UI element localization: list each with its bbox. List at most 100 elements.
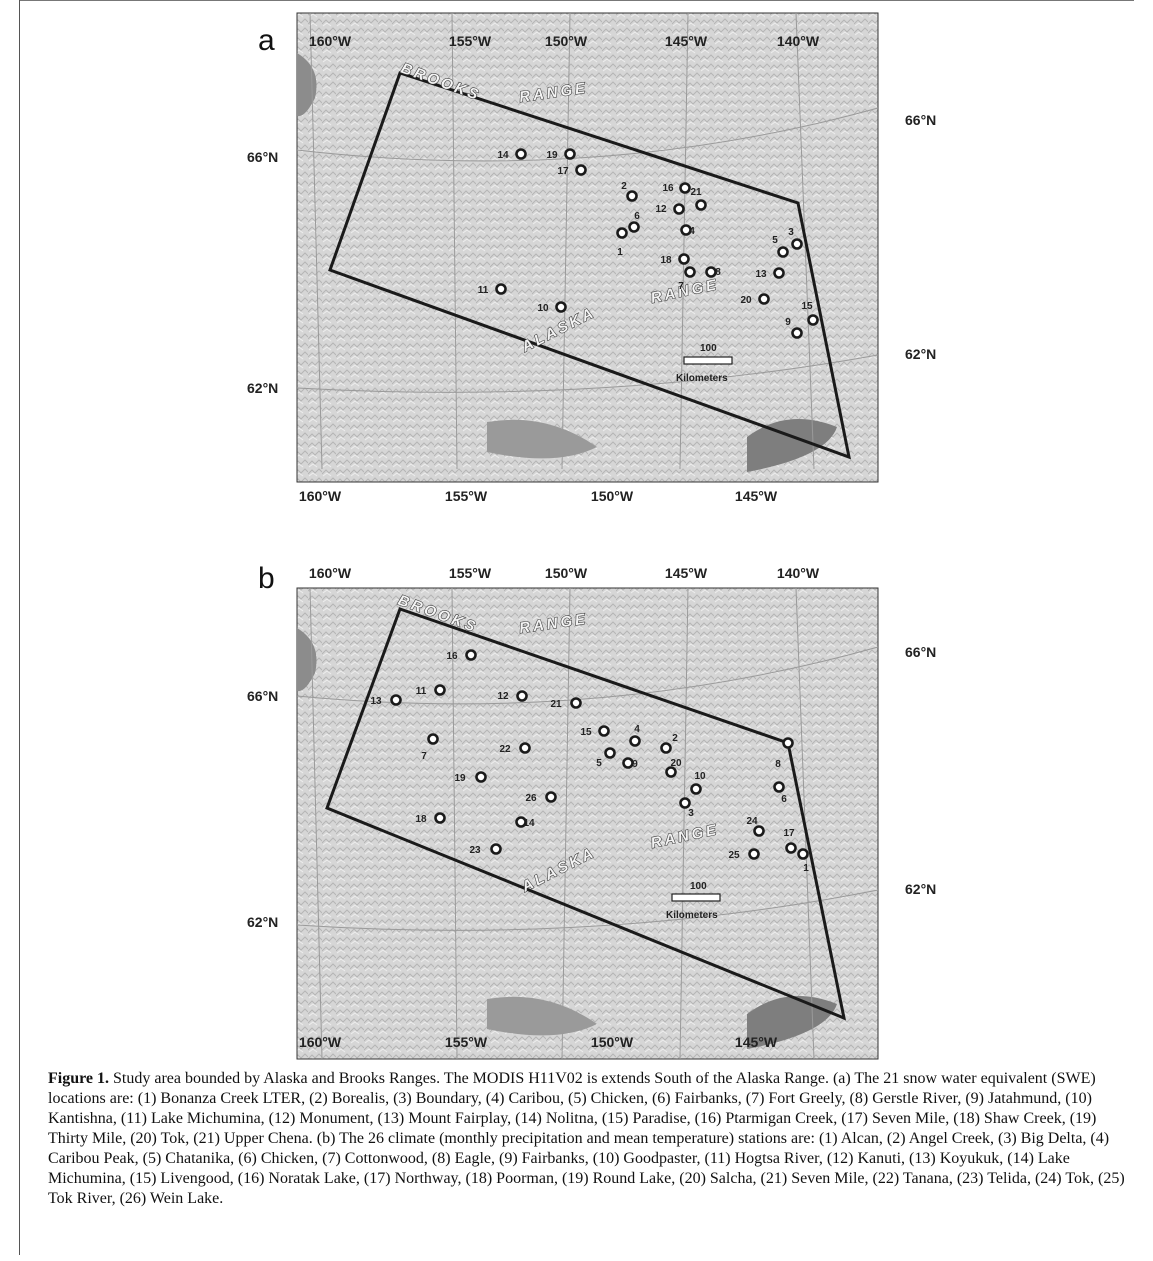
station-marker — [748, 848, 760, 860]
station-label: 12 — [497, 691, 509, 702]
station-label: 16 — [446, 651, 458, 662]
station-marker — [622, 757, 634, 769]
scale-bar-unit: Kilometers — [666, 910, 718, 921]
latitude-label-left: 66°N — [247, 149, 278, 165]
longitude-label-bottom: 150°W — [591, 1034, 634, 1050]
station-marker — [515, 816, 527, 828]
station-label: 5 — [772, 235, 778, 246]
station-marker — [665, 766, 677, 778]
station-label: 6 — [781, 794, 787, 805]
figure-frame-left — [19, 0, 20, 1255]
station-marker — [777, 246, 789, 258]
station-marker — [575, 164, 587, 176]
station-label: 22 — [499, 744, 511, 755]
longitude-label-top: 140°W — [777, 565, 820, 581]
station-label: 4 — [689, 226, 695, 237]
longitude-label-top: 150°W — [545, 33, 588, 49]
station-marker — [598, 725, 610, 737]
longitude-line — [679, 587, 689, 1060]
longitude-label-top: 145°W — [665, 565, 708, 581]
station-label: 9 — [785, 317, 791, 328]
station-marker — [807, 314, 819, 326]
station-label: 18 — [415, 814, 427, 825]
station-marker — [782, 737, 794, 749]
longitude-label-top: 155°W — [449, 565, 492, 581]
station-marker — [604, 747, 616, 759]
station-marker — [660, 742, 672, 754]
station-label: 24 — [746, 816, 758, 827]
station-label: 11 — [416, 686, 427, 697]
station-label: 12 — [655, 204, 667, 215]
station-marker — [390, 694, 402, 706]
station-label: 2 — [672, 733, 678, 744]
station-label: 26 — [525, 793, 537, 804]
latitude-label-right: 66°N — [905, 112, 936, 128]
scale-bar — [671, 893, 721, 902]
station-label: 13 — [370, 696, 382, 707]
station-marker — [434, 684, 446, 696]
longitude-label-bottom: 155°W — [445, 488, 488, 504]
latitude-label-left: 66°N — [247, 688, 278, 704]
panel-a-letter: a — [258, 24, 275, 57]
glacier-region — [747, 419, 837, 472]
study-area-boundary — [328, 71, 851, 460]
station-label: 23 — [469, 845, 481, 856]
latitude-line — [296, 646, 879, 705]
station-label: 11 — [478, 285, 489, 296]
station-label: 1 — [617, 247, 623, 258]
terrain-relief — [296, 12, 879, 483]
station-label: 20 — [670, 758, 682, 769]
station-marker — [465, 649, 477, 661]
map-panel-a: 160°W 155°W 150°W 145°W 140°W 160°W 155°W 150°W… — [247, 12, 936, 504]
figure-frame-top — [19, 0, 1134, 1]
station-marker — [434, 812, 446, 824]
station-marker — [495, 283, 507, 295]
station-label: 17 — [783, 828, 795, 839]
station-label: 10 — [694, 771, 706, 782]
station-marker — [427, 733, 439, 745]
station-label: 21 — [550, 699, 562, 710]
station-label: 21 — [690, 187, 702, 198]
station-label: 3 — [688, 808, 694, 819]
longitude-label-top: 155°W — [449, 33, 492, 49]
station-marker — [785, 842, 797, 854]
station-label: 4 — [634, 724, 640, 735]
station-label: 15 — [801, 301, 813, 312]
station-label: 14 — [523, 818, 535, 829]
station-marker — [684, 266, 696, 278]
longitude-line — [679, 12, 689, 470]
station-label: 20 — [740, 295, 752, 306]
longitude-label-bottom: 145°W — [735, 488, 778, 504]
station-marker — [695, 199, 707, 211]
station-label: 8 — [715, 267, 721, 278]
station-marker — [679, 797, 691, 809]
longitude-label-bottom: 145°W — [735, 1034, 778, 1050]
caption-label: Figure 1. — [48, 1070, 110, 1087]
station-marker — [673, 203, 685, 215]
station-label: 2 — [621, 181, 627, 192]
station-label: 25 — [728, 850, 740, 861]
longitude-line — [561, 12, 571, 470]
station-label: 16 — [662, 183, 674, 194]
latitude-line — [296, 354, 879, 393]
station-marker — [545, 791, 557, 803]
station-marker — [679, 182, 691, 194]
station-marker — [758, 293, 770, 305]
station-marker — [690, 783, 702, 795]
station-marker — [628, 221, 640, 233]
latitude-label-left: 62°N — [247, 914, 278, 930]
latitude-label-right: 62°N — [905, 881, 936, 897]
station-marker — [616, 227, 628, 239]
station-marker — [570, 697, 582, 709]
longitude-label-top: 145°W — [665, 33, 708, 49]
station-marker — [753, 825, 765, 837]
station-label: 1 — [803, 863, 809, 874]
station-label: 8 — [775, 759, 781, 770]
station-label: 18 — [660, 255, 672, 266]
station-label: 6 — [634, 211, 640, 222]
longitude-line — [309, 12, 323, 470]
station-marker — [515, 148, 527, 160]
water-body — [487, 996, 597, 1036]
station-marker — [475, 771, 487, 783]
longitude-label-top: 160°W — [309, 565, 352, 581]
